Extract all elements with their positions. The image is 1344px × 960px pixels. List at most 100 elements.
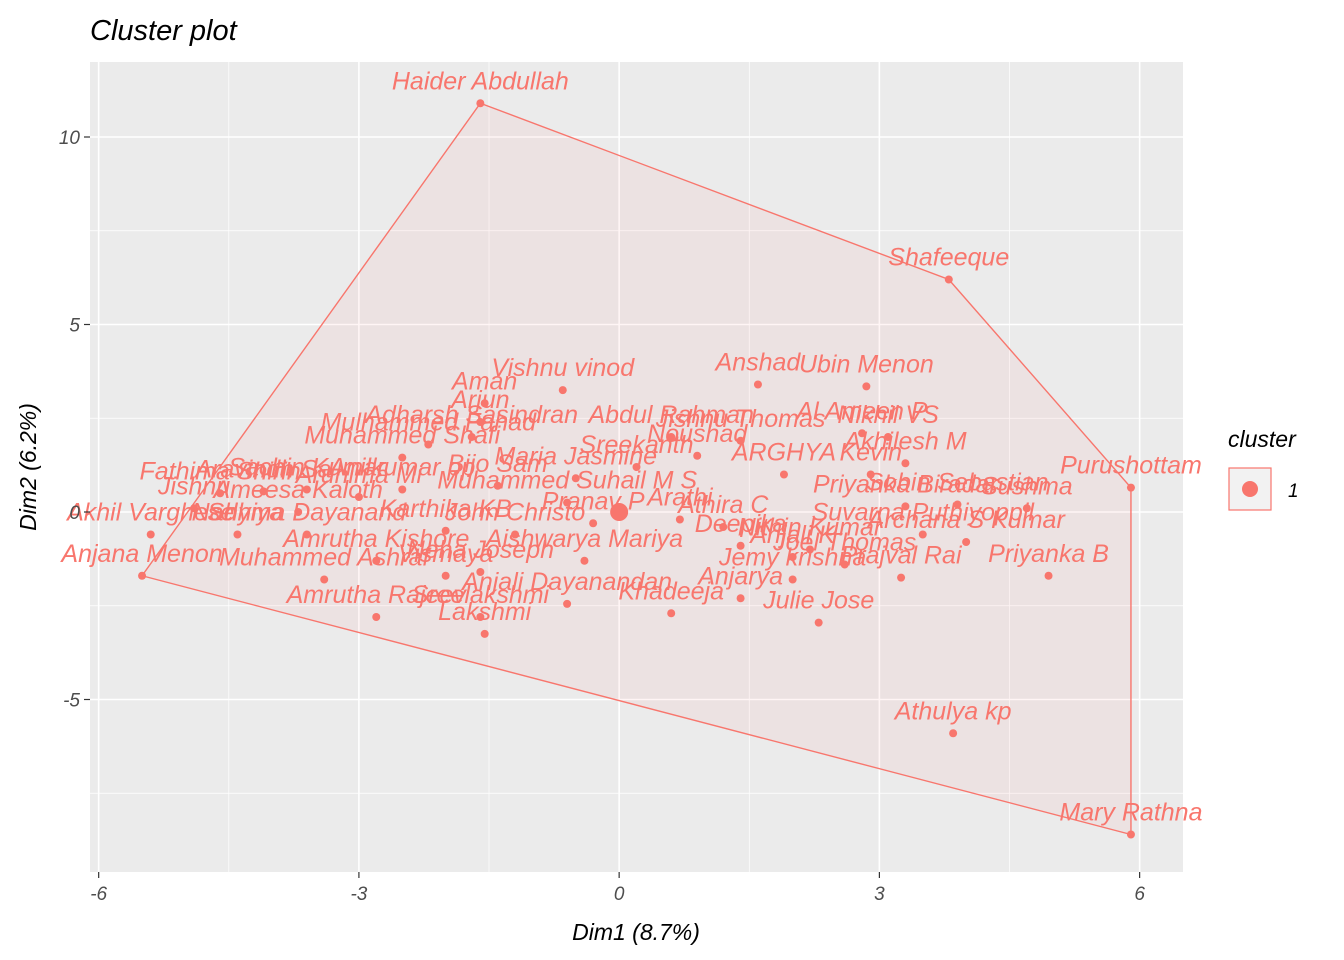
cluster-point	[511, 530, 520, 539]
point-label: Deepika	[695, 510, 787, 538]
point-label: Aman	[450, 367, 517, 395]
point-label: Jishnu Thomas	[655, 405, 826, 433]
x-axis-ticks: -6 -3 0 3 6	[90, 872, 1145, 905]
cluster-point	[441, 526, 450, 535]
point-label: Jishnu	[157, 472, 230, 500]
cluster-point	[667, 609, 676, 618]
cluster-point	[398, 485, 407, 494]
point-label: Archana S Kumar	[865, 506, 1066, 534]
cluster-point	[441, 571, 450, 580]
cluster-point	[788, 553, 797, 561]
point-label: Nadhiya	[192, 499, 284, 527]
cluster-point	[563, 599, 572, 608]
cluster-point	[589, 519, 598, 528]
point-label: Maria Jasmine	[494, 442, 657, 470]
point-label: Akhilesh M	[842, 427, 966, 455]
point-label: Amrutha Rajeev	[285, 581, 468, 609]
cluster-point	[840, 560, 849, 569]
point-label: Vismaya	[398, 540, 494, 568]
y-tick-label: 5	[69, 316, 80, 337]
point-label: Nikhil VS	[837, 401, 939, 429]
point-label: Sreekanth	[580, 431, 694, 459]
point-label: John Christo	[444, 499, 585, 527]
cluster-point	[480, 399, 489, 408]
cluster-point	[476, 568, 485, 576]
y-tick-label: -5	[63, 691, 80, 712]
cluster-point	[476, 613, 485, 621]
minor-gridlines	[90, 62, 1183, 872]
cluster-point	[736, 541, 745, 550]
point-label: Aravindh Sa	[193, 455, 331, 483]
point-label: Amrutha Kishore	[281, 525, 469, 553]
cluster-point	[962, 538, 971, 546]
point-label: Anjali Dayanandan	[460, 568, 672, 596]
point-label: Anjali K	[748, 521, 836, 549]
point-label: Abdul Rahman	[587, 401, 754, 429]
cluster-point	[398, 453, 407, 462]
cluster-point	[884, 433, 893, 441]
point-label: Karthika KB	[380, 495, 512, 523]
point-label: Priyanka B	[988, 540, 1109, 568]
point-label: Nithin Kumar	[738, 514, 884, 542]
cluster-point	[372, 613, 381, 621]
cluster-point	[736, 594, 745, 603]
point-label: Sachin Kumar	[228, 454, 387, 482]
major-gridlines	[90, 62, 1183, 872]
point-label: Athira C	[676, 491, 769, 519]
cluster-point	[858, 429, 867, 438]
point-label: Ameesa Kaloth	[211, 476, 383, 504]
cluster-point	[424, 440, 433, 449]
cluster-point	[480, 629, 489, 638]
cluster-point	[897, 573, 906, 582]
point-label: Jemy krishna	[718, 544, 866, 572]
point-label: Haider Abdullah	[392, 67, 569, 95]
legend-title: cluster	[1228, 426, 1297, 452]
cluster-point	[571, 474, 580, 483]
cluster-point	[675, 515, 684, 524]
point-label: Fathima Shirin	[140, 457, 301, 485]
point-label: Shafeeque	[888, 244, 1009, 272]
point-label: Ubin Menon	[799, 350, 934, 378]
cluster-point	[1044, 571, 1053, 580]
y-axis-title: Dim2 (6.2%)	[15, 403, 41, 531]
cluster-point	[1126, 483, 1135, 492]
cluster-point	[563, 498, 572, 507]
point-label: Lakshmi	[438, 598, 533, 626]
cluster-point	[814, 618, 823, 627]
cluster-point	[493, 481, 502, 490]
cluster-point	[1126, 830, 1135, 839]
point-label: Sreelakshmi	[412, 581, 551, 609]
point-label: Purushottam	[1060, 452, 1202, 480]
y-axis-ticks: -5 0 5 10	[59, 128, 90, 712]
cluster-point	[862, 382, 871, 391]
cluster-point	[372, 556, 381, 565]
point-label: Suvarna Puthiyoppil	[812, 499, 1036, 527]
point-labels: Haider Abdullah Shafeeque Purushottam Mary …	[59, 67, 1202, 826]
point-label: Neha Joseph	[407, 536, 554, 564]
point-label: Akhil Varghese	[65, 499, 234, 527]
point-label: Anjana Menon	[59, 540, 222, 568]
cluster-point	[736, 436, 745, 445]
cluster-point	[216, 489, 225, 498]
point-label: Priyanka Biradar	[813, 470, 999, 498]
cluster-point	[302, 485, 311, 494]
point-label: Arunima Mi	[294, 461, 424, 489]
cluster-point	[476, 99, 485, 108]
cluster-point	[302, 530, 311, 539]
cluster-point	[667, 433, 676, 441]
point-label: Anshad	[714, 349, 802, 377]
cluster-point	[146, 530, 155, 539]
point-label: ARGHYA	[730, 439, 836, 467]
cluster-point	[259, 487, 268, 496]
point-label: Al Ameen P	[794, 397, 927, 425]
point-label: Adharsh Sasindran	[363, 401, 578, 429]
x-axis-title: Dim1 (8.7%)	[572, 919, 700, 945]
point-label: Joel Thomas	[772, 529, 916, 557]
point-label: Arathi	[645, 484, 714, 512]
point-label: Kevin	[839, 439, 902, 467]
y-tick-label: 0	[69, 503, 80, 524]
x-tick-label: 0	[614, 884, 625, 905]
cluster-point	[918, 530, 927, 539]
cluster-point	[693, 451, 702, 460]
cluster-point	[580, 556, 589, 565]
